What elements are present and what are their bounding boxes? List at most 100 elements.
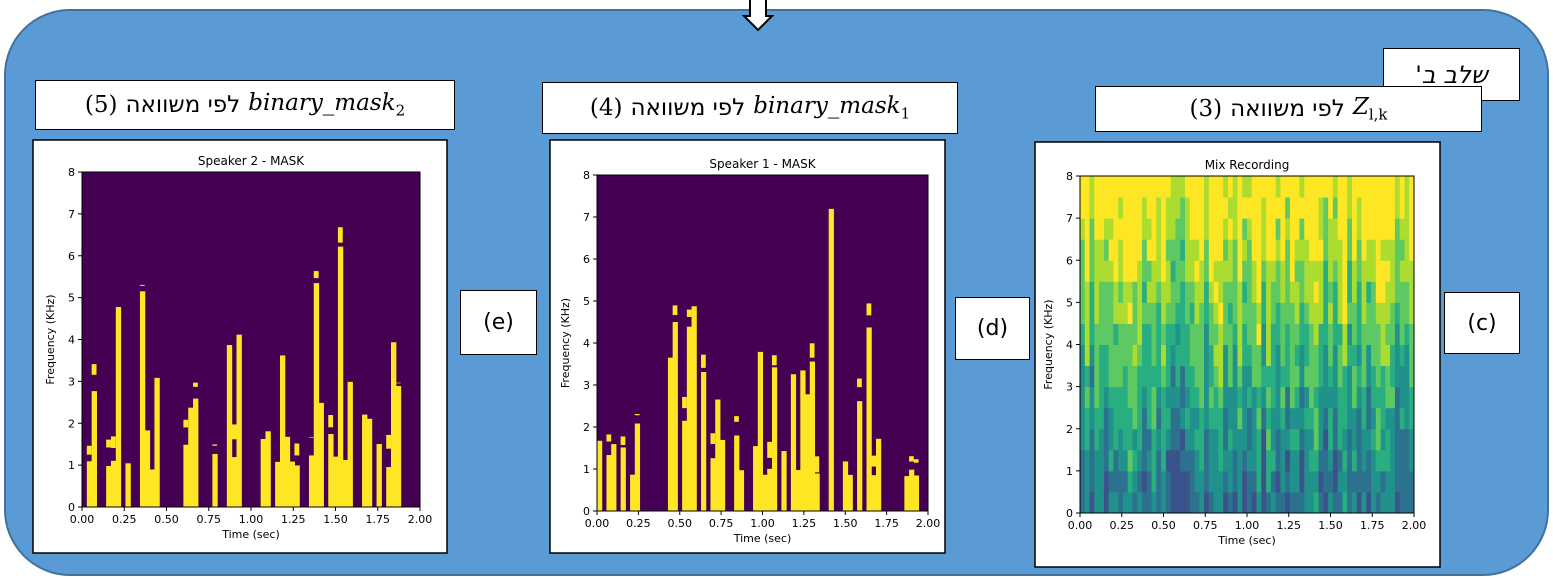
texture [1166,197,1171,219]
texture [1299,345,1304,367]
texture [1261,492,1266,514]
texture [1366,429,1371,451]
texture [1257,387,1262,409]
texture [1290,323,1295,345]
texture [1113,197,1118,219]
texture [1180,323,1185,345]
texture [1247,429,1252,451]
texture [1123,450,1128,472]
texture [871,456,876,467]
texture [1247,260,1252,282]
texture [1233,239,1238,261]
texture [1295,218,1300,240]
texture [1333,429,1338,451]
texture [1342,239,1347,261]
y-tick-label: 0 [68,501,75,514]
texture [1304,429,1309,451]
texture [1376,492,1381,514]
texture [1261,239,1266,261]
texture [1261,387,1266,409]
texture [1104,281,1109,303]
texture [1352,197,1357,219]
texture [1357,218,1362,240]
texture [1371,281,1376,303]
texture [1128,387,1133,409]
texture [1175,176,1180,198]
texture [1185,492,1190,514]
texture [1109,450,1114,472]
texture [1190,366,1195,388]
texture [1228,429,1233,451]
texture [285,437,290,507]
texture [1161,345,1166,367]
texture [1390,302,1395,324]
texture [1199,345,1204,367]
texture [1357,429,1362,451]
y-tick-label: 1 [68,459,75,472]
texture [1276,281,1281,303]
texture [1185,429,1190,451]
texture [1252,471,1257,493]
texture [1362,197,1367,219]
x-tick-label: 0.75 [709,517,734,530]
texture [1333,260,1338,282]
texture [1357,450,1362,472]
texture [1080,302,1085,324]
texture [1099,302,1104,324]
texture [682,421,687,511]
y-tick-label: 5 [1066,296,1073,309]
texture [1166,302,1171,324]
texture [1228,492,1233,514]
texture [1314,218,1319,240]
texture [1285,197,1290,219]
texture [1328,471,1333,493]
texture [1295,281,1300,303]
texture [232,424,237,439]
texture [1147,260,1152,282]
texture [1261,302,1266,324]
y-tick-label: 7 [583,211,590,224]
texture [1400,323,1405,345]
texture [1342,323,1347,345]
texture [1342,176,1347,198]
texture [1123,302,1128,324]
texture [1285,176,1290,198]
texture [1204,408,1209,430]
texture [1309,323,1314,345]
texture [294,465,299,507]
texture [1276,239,1281,261]
texture [1204,345,1209,367]
texture [1080,387,1085,409]
texture [1237,197,1242,219]
texture [1404,450,1409,472]
texture [1214,429,1219,451]
texture [1080,218,1085,240]
texture [1395,239,1400,261]
texture [1104,366,1109,388]
texture [687,327,692,511]
texture [1314,366,1319,388]
texture [1132,408,1137,430]
texture [1338,387,1343,409]
texture [1132,218,1137,240]
texture [1123,176,1128,198]
texture [1352,218,1357,240]
texture [1366,218,1371,240]
texture [1328,260,1333,282]
texture [1290,218,1295,240]
texture [1109,260,1114,282]
texture [1099,260,1104,282]
texture [914,459,919,462]
texture [1338,492,1343,514]
texture [1161,323,1166,345]
texture [1132,366,1137,388]
texture [1166,281,1171,303]
texture [1233,471,1238,493]
texture [1362,176,1367,198]
texture [1390,492,1395,514]
texture [1304,176,1309,198]
texture [1400,471,1405,493]
texture [1209,450,1214,472]
texture [1328,492,1333,514]
texture [265,431,270,507]
